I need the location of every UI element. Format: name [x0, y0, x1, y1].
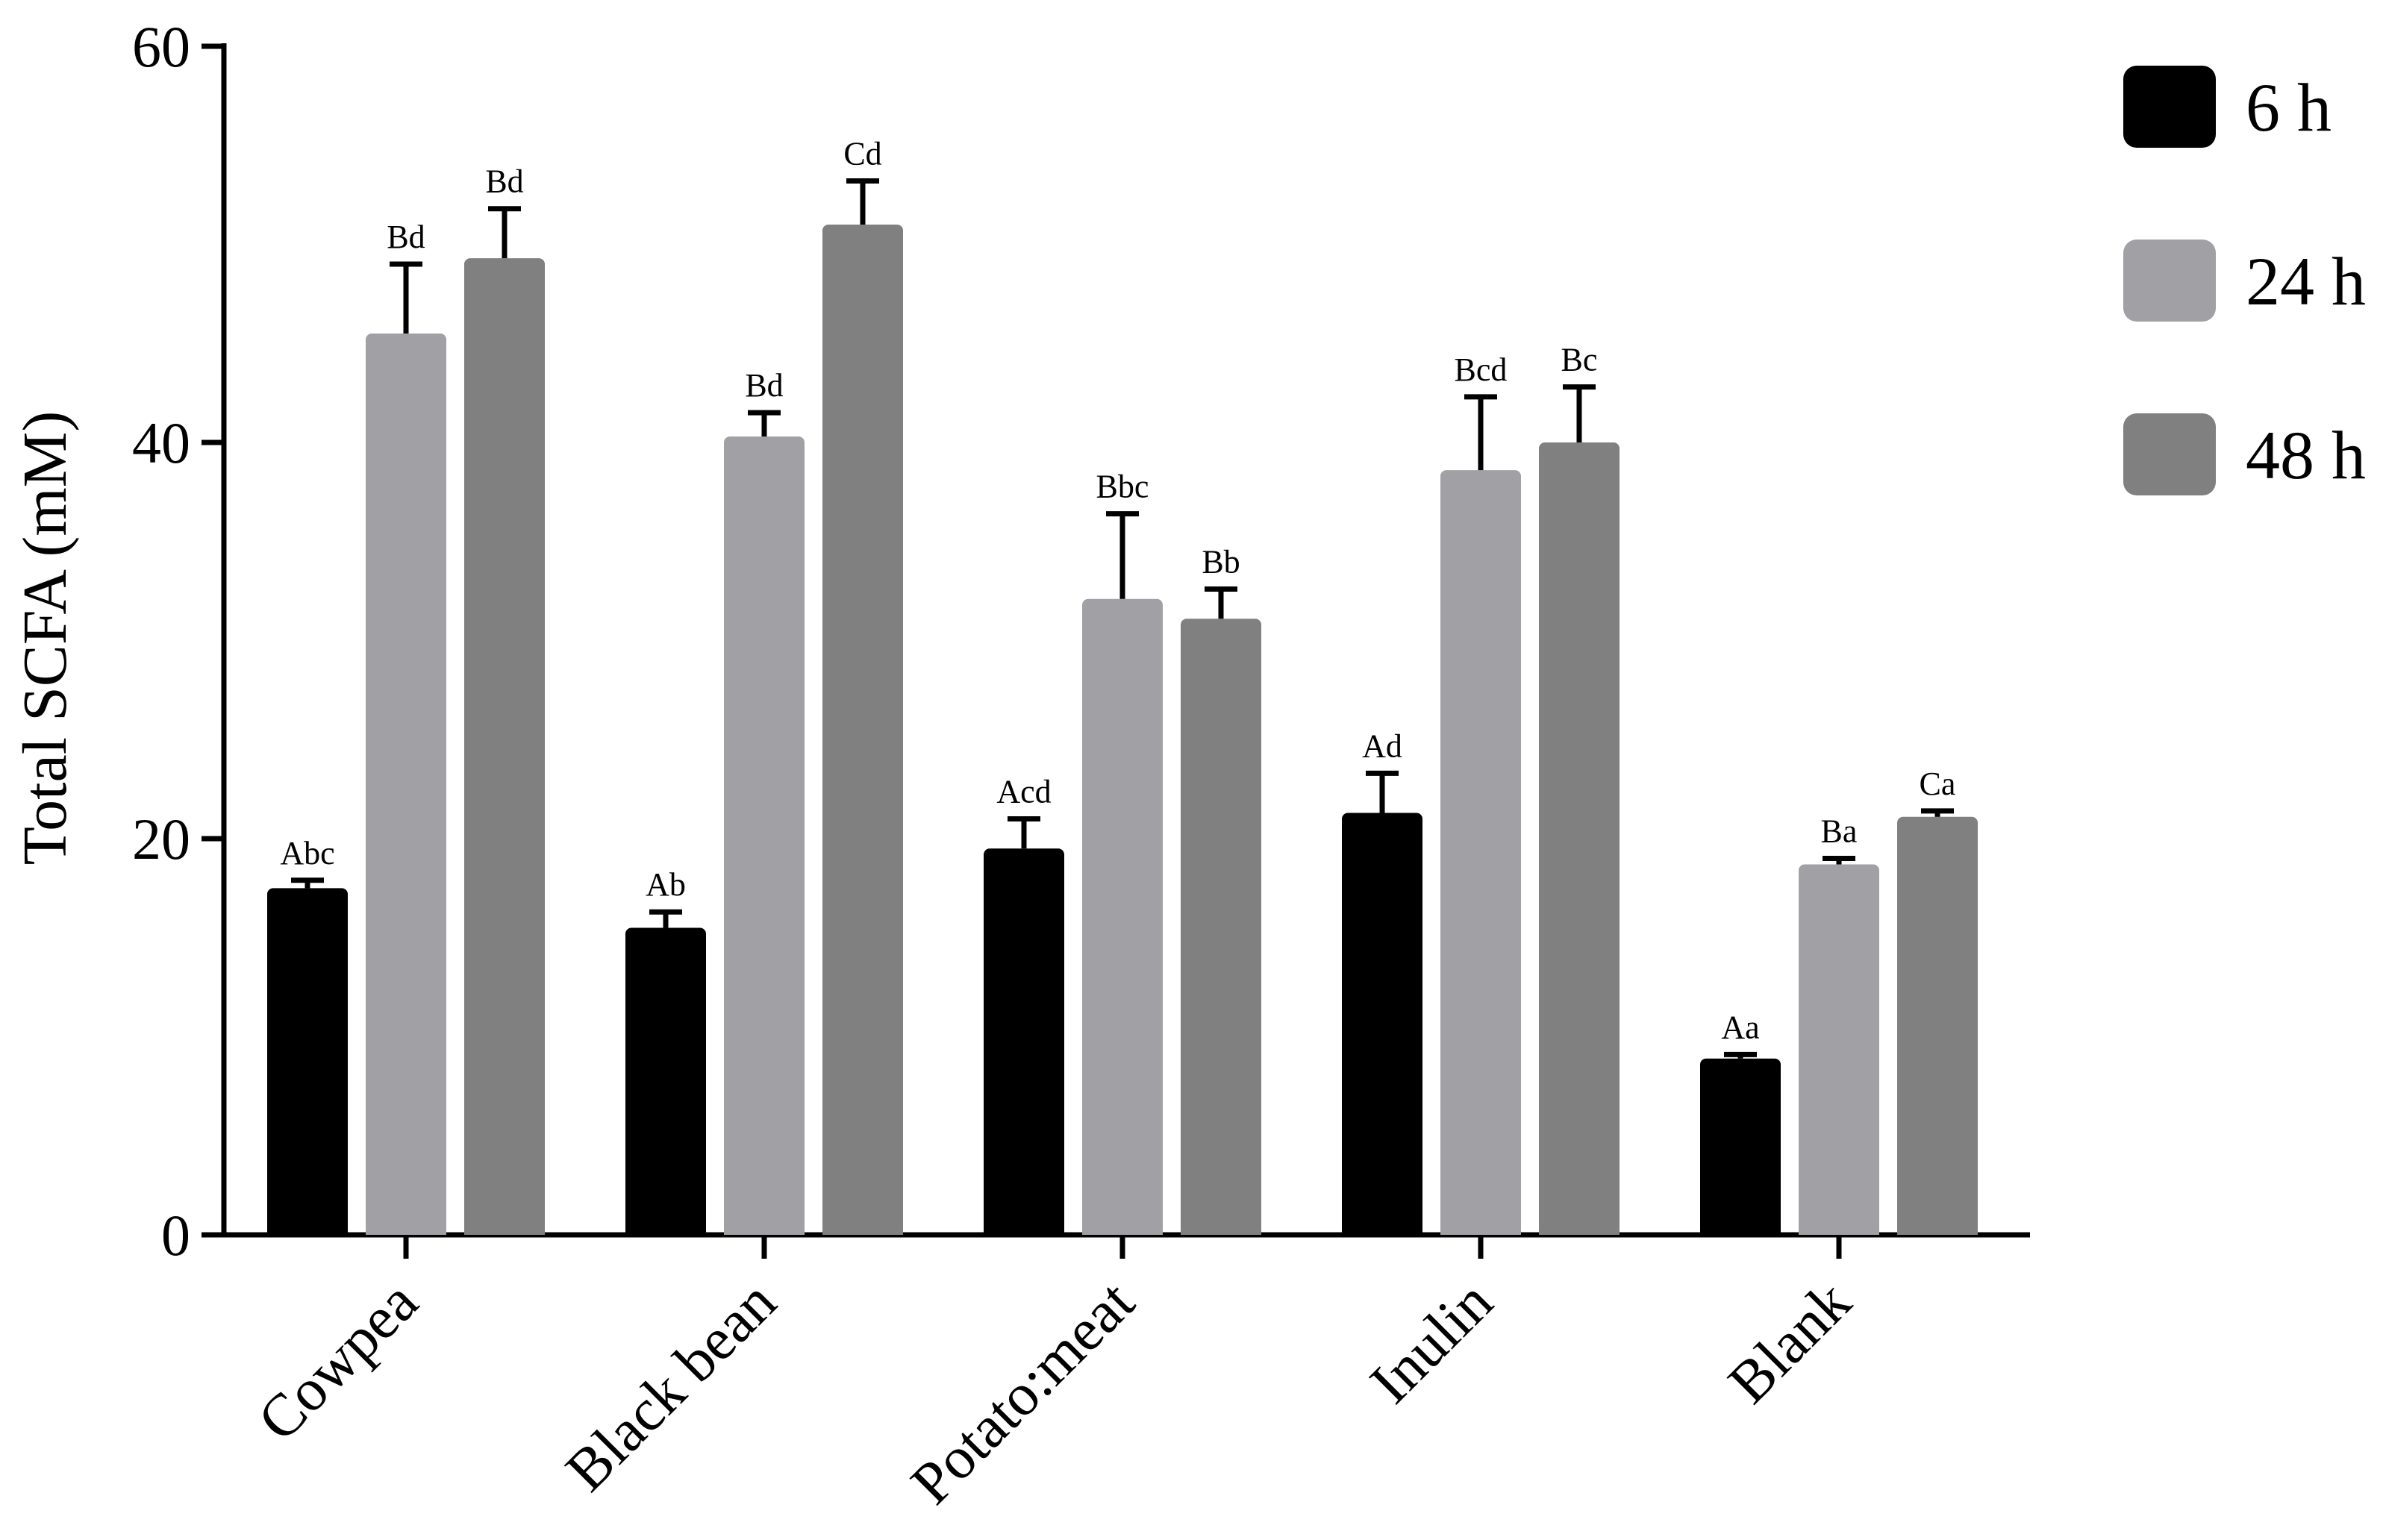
y-axis-title: Total SCFA (mM): [10, 411, 80, 866]
bar-6h-3: [1342, 813, 1422, 1235]
bar-24h-4: [1799, 864, 1879, 1235]
bar-base: [1700, 1226, 1781, 1235]
significance-label: Cd: [843, 136, 881, 172]
bar-24h-3: [1440, 470, 1521, 1236]
bar-48h-0: [464, 258, 545, 1236]
legend: 6 h 24 h 48 h: [2123, 66, 2366, 495]
bar-48h-1: [822, 224, 903, 1236]
significance-label: Ab: [646, 866, 686, 903]
x-tick-label: Black bean: [554, 1269, 789, 1504]
bar-24h-2: [1082, 598, 1163, 1235]
bar-48h-2: [1181, 619, 1261, 1235]
x-tick-label: Blank: [1716, 1269, 1863, 1416]
bar-base: [1897, 1226, 1978, 1235]
bar-base: [1539, 1226, 1620, 1235]
bar-48h-3: [1539, 442, 1620, 1235]
significance-label: Ad: [1362, 727, 1402, 764]
significance-label: Ca: [1920, 766, 1956, 802]
bar-6h-0: [267, 888, 348, 1235]
bar-6h-2: [984, 848, 1064, 1235]
significance-label: Ba: [1821, 813, 1858, 850]
bar-base: [724, 1226, 805, 1235]
x-tick-label: Inulin: [1358, 1269, 1505, 1416]
legend-label: 48 h: [2246, 417, 2366, 493]
legend-label: 24 h: [2246, 243, 2366, 319]
significance-label: Bb: [1202, 543, 1240, 580]
bar-base: [267, 1226, 348, 1235]
legend-label: 6 h: [2246, 69, 2332, 145]
significance-label: Abc: [280, 835, 334, 871]
significance-label: Bd: [745, 367, 783, 404]
bar-24h-0: [366, 333, 446, 1236]
labels-layer: Abc Bd Bd Ab Bd Cd Acd Bbc Bb Ad Bcd Bc Aa Ba Ca: [280, 136, 1955, 1046]
legend-swatch: [2123, 240, 2216, 322]
bar-base: [625, 1226, 706, 1235]
y-tick-label: 20: [132, 807, 190, 871]
bar-base: [1181, 1226, 1261, 1235]
bar-24h-1: [724, 436, 805, 1236]
significance-label: Acd: [996, 773, 1051, 810]
bar-base: [1342, 1226, 1422, 1235]
y-tick-label: 40: [132, 410, 190, 475]
bar-6h-1: [625, 927, 706, 1235]
x-tick-label: Potato:meat: [899, 1269, 1146, 1517]
bar-base: [464, 1226, 545, 1235]
bar-base: [1440, 1226, 1521, 1235]
bar-base: [1082, 1226, 1163, 1235]
significance-label: Bbc: [1096, 469, 1149, 505]
bar-base: [822, 1226, 903, 1235]
y-tick-label: 0: [161, 1203, 190, 1268]
significance-label: Bd: [387, 219, 425, 255]
significance-label: Aa: [1721, 1009, 1759, 1045]
y-tick-label: 60: [132, 14, 190, 79]
bar-6h-4: [1700, 1058, 1781, 1235]
legend-swatch: [2123, 413, 2216, 495]
significance-label: Bcd: [1455, 351, 1508, 388]
significance-label: Bc: [1561, 342, 1598, 378]
bars-layer: [267, 178, 1978, 1236]
bar-base: [1799, 1226, 1879, 1235]
bar-48h-4: [1897, 816, 1978, 1235]
x-tick-label: Cowpea: [246, 1269, 431, 1454]
significance-label: Bd: [485, 163, 523, 200]
bar-base: [984, 1226, 1064, 1235]
bar-base: [366, 1226, 446, 1235]
legend-swatch: [2123, 66, 2216, 148]
